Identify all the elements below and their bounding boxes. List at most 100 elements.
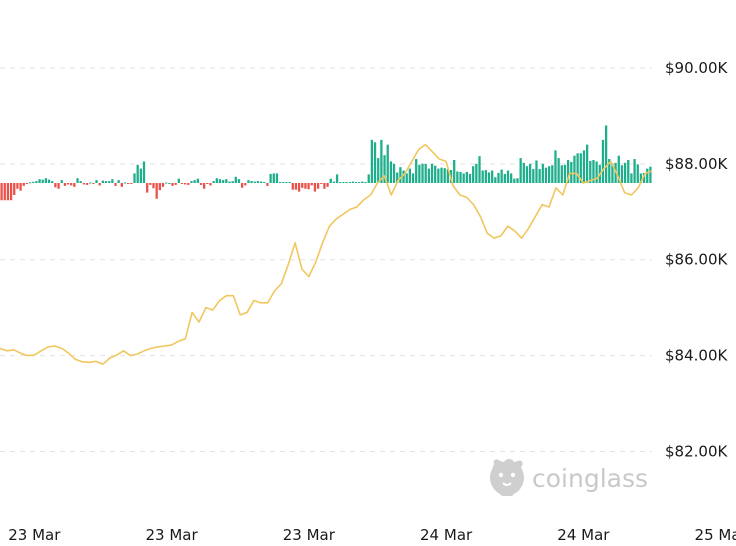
- bar: [19, 183, 21, 191]
- bar: [4, 183, 6, 200]
- bar: [288, 182, 290, 183]
- bar: [118, 180, 120, 183]
- bar: [73, 183, 75, 187]
- bar: [121, 183, 123, 187]
- bar: [586, 145, 588, 183]
- bar: [497, 173, 499, 183]
- bar: [573, 156, 575, 183]
- bar: [216, 178, 218, 183]
- bar: [140, 169, 142, 183]
- bar: [649, 167, 651, 183]
- bar: [437, 169, 439, 183]
- bar: [412, 173, 414, 183]
- bar: [29, 182, 31, 183]
- bar: [38, 179, 40, 183]
- y-tick-label: $90.00K: [665, 59, 728, 77]
- bar: [576, 153, 578, 183]
- bar: [209, 183, 211, 185]
- bar: [127, 183, 129, 184]
- bar: [285, 182, 287, 183]
- bar: [213, 181, 215, 183]
- coinglass-logo-icon: [490, 459, 524, 496]
- bar: [228, 182, 230, 183]
- bar: [266, 183, 268, 186]
- bar: [143, 161, 145, 183]
- bar: [349, 182, 351, 183]
- bar: [250, 181, 252, 183]
- bar: [333, 182, 335, 183]
- bar: [190, 181, 192, 183]
- bar: [513, 179, 515, 183]
- bar: [244, 183, 246, 185]
- bar: [444, 168, 446, 183]
- bar: [516, 178, 518, 183]
- bar: [92, 183, 94, 184]
- bar: [247, 180, 249, 183]
- bar: [510, 173, 512, 183]
- x-tick-label: 23 Mar: [146, 526, 199, 544]
- gridlines: [0, 68, 652, 452]
- bar: [539, 169, 541, 183]
- bar: [70, 183, 72, 185]
- bar: [466, 172, 468, 183]
- bar: [421, 164, 423, 183]
- bar: [425, 164, 427, 183]
- bar: [387, 145, 389, 183]
- bar: [16, 183, 18, 189]
- bar: [225, 179, 227, 183]
- bar: [304, 183, 306, 189]
- bar: [602, 140, 604, 183]
- bar: [434, 166, 436, 183]
- bar: [415, 159, 417, 183]
- bar: [222, 180, 224, 183]
- bar: [23, 183, 25, 186]
- bar: [583, 150, 585, 183]
- bar: [231, 181, 233, 183]
- bar: [263, 182, 265, 183]
- bar: [10, 183, 12, 200]
- bar: [630, 173, 632, 183]
- bar: [507, 171, 509, 183]
- bar: [48, 180, 50, 183]
- watermark-text: coinglass: [532, 464, 648, 493]
- bar: [409, 169, 411, 183]
- bar: [133, 173, 135, 183]
- y-tick-label: $82.00K: [665, 442, 728, 460]
- bar: [520, 158, 522, 183]
- bar: [482, 171, 484, 183]
- bar: [557, 158, 559, 183]
- bar: [146, 183, 148, 193]
- bar: [32, 182, 34, 183]
- bar: [279, 182, 281, 183]
- bar: [355, 182, 357, 183]
- bar: [57, 183, 59, 189]
- bar: [187, 183, 189, 185]
- bar: [194, 180, 196, 183]
- bar: [282, 182, 284, 183]
- y-tick-label: $86.00K: [665, 251, 728, 269]
- bar: [535, 160, 537, 183]
- bar: [51, 181, 53, 183]
- bar: [364, 182, 366, 183]
- bar: [105, 181, 107, 183]
- y-axis-ticks: $82.00K $84.00K $86.00K $88.00K $90.00K: [665, 59, 728, 461]
- bar: [197, 179, 199, 183]
- bar: [292, 183, 294, 190]
- bar: [390, 161, 392, 183]
- bar: [542, 164, 544, 183]
- bar: [605, 125, 607, 183]
- bar: [564, 165, 566, 183]
- bar: [206, 183, 208, 184]
- bar: [13, 183, 15, 195]
- bar: [238, 179, 240, 183]
- bar: [298, 183, 300, 192]
- bar: [200, 183, 202, 185]
- y-tick-label: $88.00K: [665, 155, 728, 173]
- bar: [532, 169, 534, 183]
- bar: [152, 183, 154, 188]
- bar: [64, 183, 66, 186]
- bar: [42, 180, 44, 183]
- bar: [624, 163, 626, 183]
